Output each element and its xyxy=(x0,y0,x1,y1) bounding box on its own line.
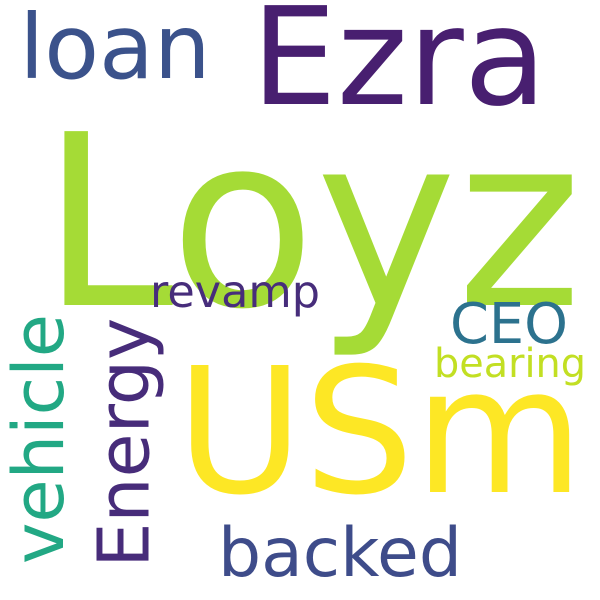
word-ezra: Ezra xyxy=(251,0,547,137)
word-ceo: CEO xyxy=(450,292,568,358)
word-loyz: Loyz xyxy=(41,84,582,362)
word-vehicle: vehicle xyxy=(0,313,80,565)
word-bearing: bearing xyxy=(434,341,586,388)
word-usm: USm xyxy=(176,331,584,535)
word-energy: Energy xyxy=(82,318,166,568)
word-backed: backed xyxy=(218,514,462,594)
word-revamp: revamp xyxy=(150,266,320,318)
word-loan: loan xyxy=(19,0,211,101)
